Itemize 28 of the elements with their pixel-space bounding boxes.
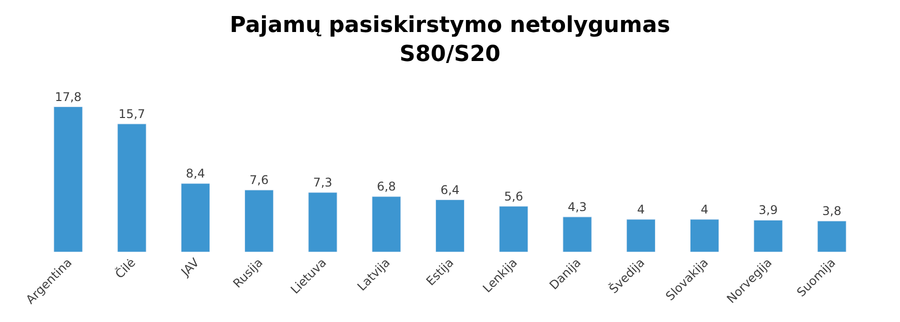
x-tick-label: Čilė bbox=[112, 254, 138, 282]
bar bbox=[180, 183, 210, 252]
bar bbox=[499, 206, 528, 252]
data-label: 7,6 bbox=[250, 173, 269, 187]
bar bbox=[244, 190, 274, 252]
bar bbox=[626, 219, 656, 252]
bar bbox=[435, 200, 465, 252]
bar bbox=[54, 106, 83, 252]
bar bbox=[117, 124, 146, 252]
data-label: 8,4 bbox=[186, 166, 205, 180]
data-label: 3,8 bbox=[822, 204, 842, 218]
data-label: 3,9 bbox=[758, 203, 778, 218]
data-label: 5,6 bbox=[504, 189, 524, 204]
data-label: 15,7 bbox=[118, 106, 146, 121]
data-label: 4 bbox=[637, 202, 645, 216]
bar bbox=[817, 220, 846, 252]
bar bbox=[690, 219, 720, 252]
bar bbox=[308, 192, 338, 252]
bar bbox=[372, 196, 401, 252]
chart-title: Pajamų pasiskirstymo netolygumas S80/S20 bbox=[230, 13, 670, 67]
bar bbox=[562, 216, 592, 252]
data-label: 6,8 bbox=[376, 180, 396, 194]
data-label: 4 bbox=[700, 202, 708, 216]
data-label: 4,3 bbox=[568, 200, 587, 214]
bar bbox=[754, 220, 783, 252]
data-label: 7,3 bbox=[313, 175, 332, 190]
data-label: 6,4 bbox=[440, 182, 460, 197]
data-label: 17,8 bbox=[54, 90, 82, 104]
